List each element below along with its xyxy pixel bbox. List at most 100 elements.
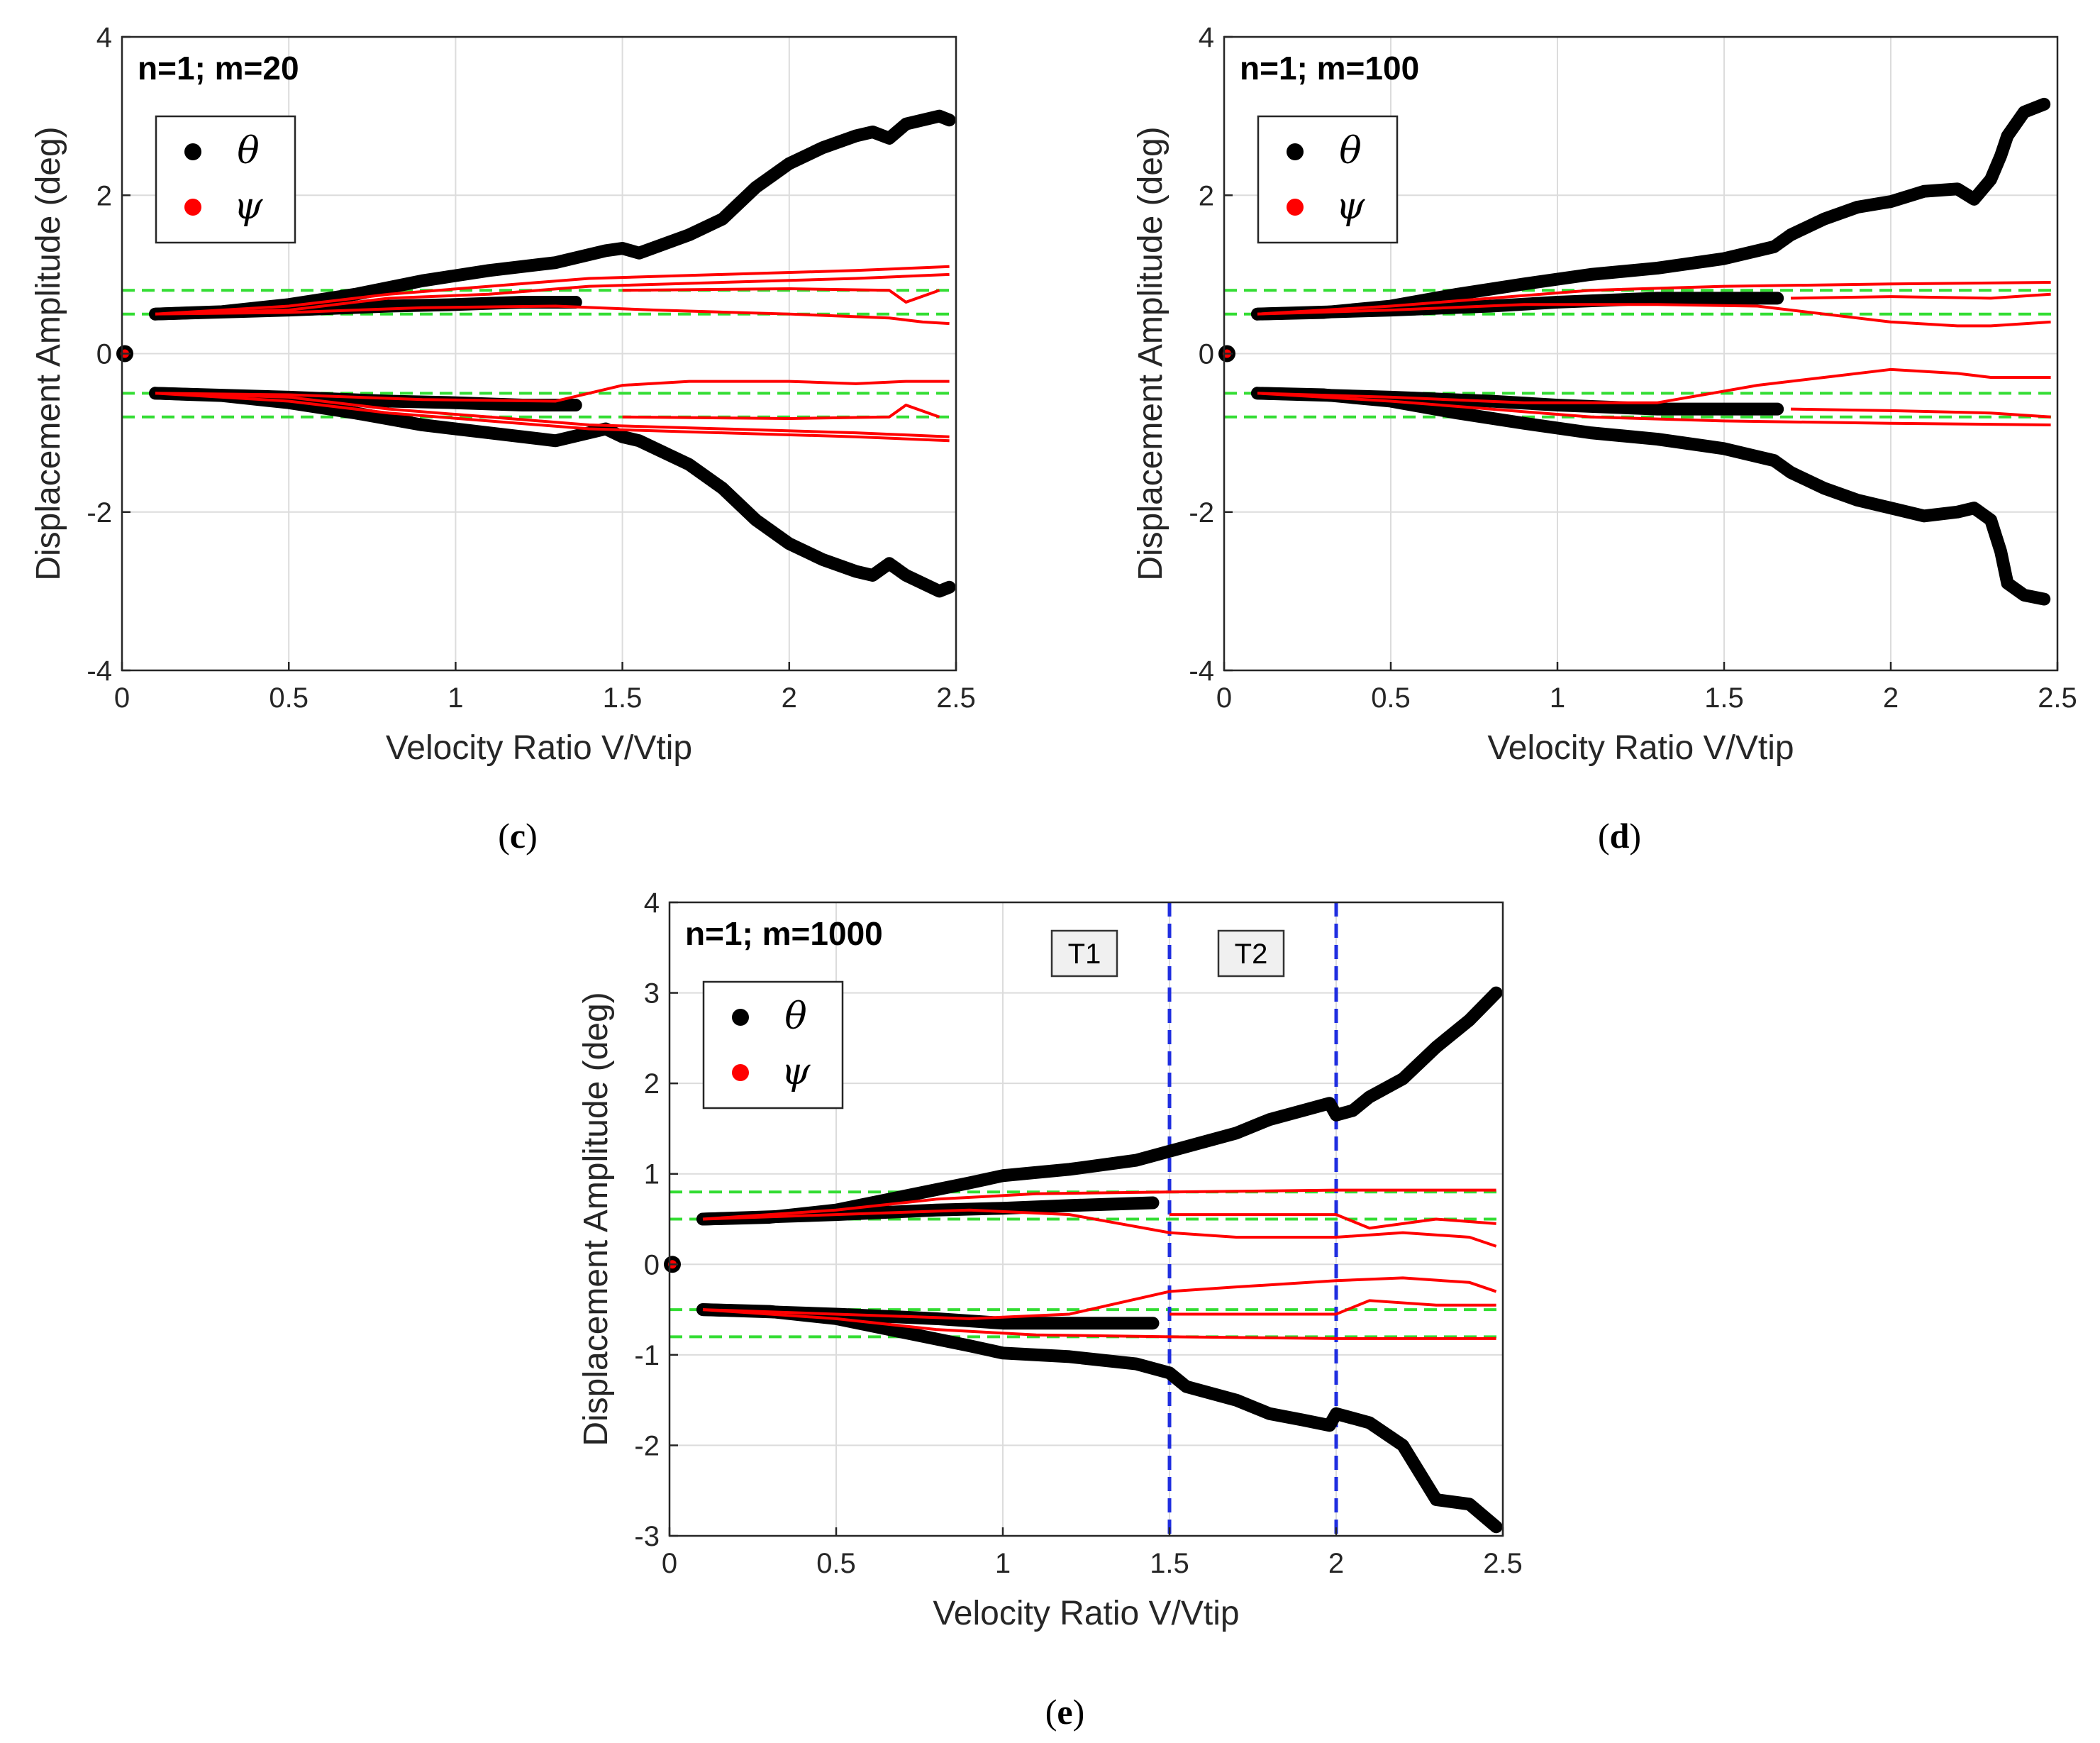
x-tick-label: 1.5 [1704, 682, 1744, 714]
y-tick-label: 2 [1199, 180, 1214, 211]
psi-branch-series [1790, 292, 2051, 300]
theta-upper-series [1251, 97, 2051, 321]
psi-branch-series [155, 304, 950, 326]
x-tick-label: 2 [1883, 682, 1899, 714]
psi-branch-series [1257, 367, 2051, 404]
psi-branch-series [702, 1188, 1496, 1221]
y-tick-label: -2 [1189, 497, 1214, 529]
psi-branch-series [702, 1308, 1496, 1340]
psi-branch-series [1790, 407, 2051, 419]
y-tick-label: -3 [634, 1521, 660, 1552]
x-tick-label: 2.5 [1483, 1548, 1523, 1579]
x-tick-label: 0 [662, 1548, 677, 1579]
y-tick-label: 1 [644, 1159, 660, 1190]
y-tick-label: 3 [644, 978, 660, 1009]
caption-letter: c [510, 816, 526, 856]
legend: θψ [702, 980, 844, 1110]
transition-label-box [1050, 929, 1118, 978]
psi-branch-series [702, 1208, 1497, 1248]
psi-branch-series [702, 1276, 1497, 1320]
legend-label-theta: θ [1339, 130, 1361, 172]
legend-marker-psi [732, 1064, 749, 1081]
panel-caption: (c) [498, 816, 538, 856]
x-tick-label: 1 [995, 1548, 1011, 1579]
caption-close-paren: ) [1073, 1692, 1085, 1732]
psi-branch-series [1257, 392, 2051, 426]
psi-branch-series [1170, 1299, 1496, 1316]
caption-open-paren: ( [1598, 816, 1610, 856]
y-tick-label: -1 [634, 1340, 660, 1371]
panel-caption: (d) [1598, 816, 1641, 856]
panel-e: 0 0.5 1 1.5 2 2.5 -3 -2 -1 0 1 2 3 4 Velocity Ratio V/… [577, 887, 1523, 1732]
legend-box [1257, 115, 1399, 244]
legend-box [702, 980, 844, 1110]
plot-content [670, 902, 1503, 1536]
axes-box [668, 901, 1504, 1537]
psi-branch-series [622, 287, 940, 304]
chart-title: n=1; m=20 [138, 50, 299, 87]
x-tick-label: 1 [1550, 682, 1565, 714]
legend-marker-theta [184, 143, 201, 160]
x-tick-label: 2 [782, 682, 797, 714]
plot-content [122, 109, 956, 598]
psi-branch-series [155, 380, 950, 403]
panel-d: 0 0.5 1 1.5 2 2.5 -4 -2 0 2 4 Velocity Ratio V/Vtip… [1132, 22, 2077, 856]
transition-label: T1 [1068, 939, 1101, 970]
panel-caption: (e) [1045, 1692, 1085, 1732]
theta-lower-series [696, 1303, 1503, 1534]
y-tick-label: -4 [1189, 655, 1214, 687]
y-tick-label: -4 [87, 655, 112, 687]
theta-lower-series [149, 387, 956, 598]
psi-branch-series [155, 265, 950, 316]
legend-box [155, 115, 296, 244]
x-tick-label: 0 [114, 682, 130, 714]
theta-upper-series [149, 109, 956, 321]
caption-open-paren: ( [498, 816, 510, 856]
y-tick-label: 0 [1199, 339, 1214, 370]
y-tick-label: 4 [1199, 22, 1214, 53]
caption-close-paren: ) [1629, 816, 1641, 856]
x-tick-label: 0.5 [269, 682, 309, 714]
chart-title: n=1; m=1000 [685, 915, 883, 952]
y-tick-label: -2 [87, 497, 112, 529]
psi-branch-series [622, 404, 940, 421]
legend: θψ [155, 115, 296, 244]
x-tick-label: 1.5 [1150, 1548, 1189, 1579]
x-tick-label: 2.5 [936, 682, 976, 714]
theta-upper-series [696, 986, 1503, 1226]
x-tick-label: 0.5 [1371, 682, 1411, 714]
legend-marker-psi [184, 199, 201, 216]
y-tick-label: 2 [644, 1068, 660, 1100]
legend-label-psi: ψ [1336, 185, 1366, 228]
legend: θψ [1257, 115, 1399, 244]
caption-letter: e [1057, 1692, 1072, 1732]
plot-content [1224, 97, 2057, 606]
psi-branch-series [1257, 303, 2051, 328]
x-tick-label: 2.5 [2038, 682, 2077, 714]
psi-branch-series [1257, 281, 2051, 316]
transition-label-box [1217, 929, 1285, 978]
theta-lower-series [1251, 387, 2051, 606]
x-tick-label: 0.5 [816, 1548, 856, 1579]
x-axis-label: Velocity Ratio V/Vtip [386, 729, 692, 767]
psi-branch-series [155, 392, 950, 443]
caption-letter: d [1610, 816, 1630, 856]
legend-label-psi: ψ [782, 1051, 811, 1093]
y-tick-label: 4 [644, 887, 660, 919]
chart-title: n=1; m=100 [1240, 50, 1419, 87]
caption-close-paren: ) [526, 816, 538, 856]
y-tick-label: -2 [634, 1430, 660, 1461]
legend-marker-psi [1287, 199, 1304, 216]
y-axis-label: Displacement Amplitude (deg) [577, 992, 615, 1446]
psi-branch-series [155, 392, 950, 438]
x-tick-label: 0 [1216, 682, 1232, 714]
legend-marker-theta [1287, 143, 1304, 160]
psi-branch-series [155, 272, 950, 316]
y-axis-label: Displacement Amplitude (deg) [30, 126, 67, 580]
caption-open-paren: ( [1045, 1692, 1057, 1732]
transition-label: T2 [1235, 939, 1268, 970]
legend-label-theta: θ [784, 995, 806, 1038]
y-tick-label: 0 [96, 339, 112, 370]
y-tick-label: 2 [96, 180, 112, 211]
